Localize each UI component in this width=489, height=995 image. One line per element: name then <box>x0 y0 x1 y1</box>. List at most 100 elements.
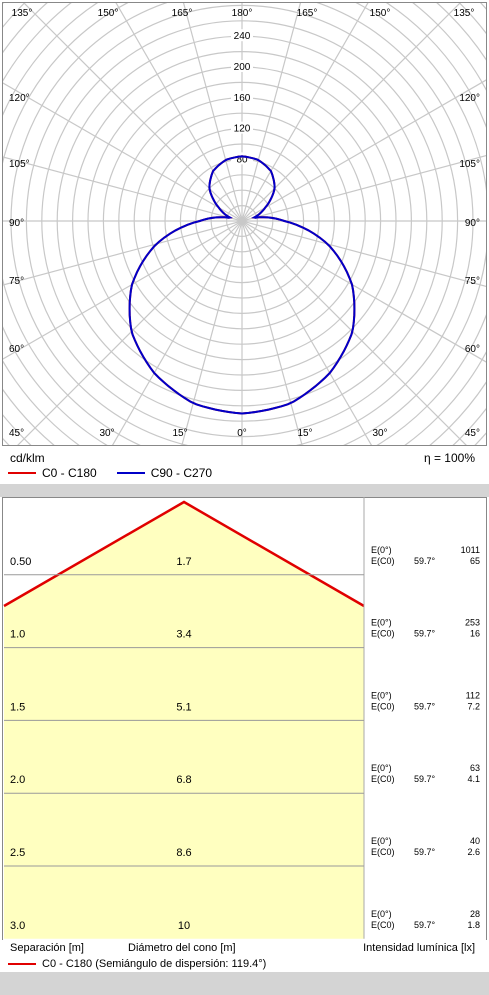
angle-label-bottom: 0° <box>237 428 247 439</box>
angle-label-bottom: 15° <box>297 428 312 439</box>
ec0-label: E(C0) <box>371 920 395 930</box>
e0-value: 40 <box>470 836 480 846</box>
angle-label-right: 90° <box>465 218 480 229</box>
cone-diagram: 0.50 1.7 E(0°) 1011 E(C0) 59.7° 65 1.0 3.4 E(0°) 2… <box>2 497 487 940</box>
angle-value: 59.7° <box>414 701 436 711</box>
col-label-diameter: Diámetro del cono [m] <box>128 942 236 954</box>
angle-label-top: 180° <box>232 8 253 19</box>
legend-swatch-cone <box>8 963 36 965</box>
grid-spoke <box>182 3 243 222</box>
e0-label: E(0°) <box>371 545 392 555</box>
e0-label: E(0°) <box>371 763 392 773</box>
radial-label: 120 <box>234 124 251 135</box>
cone-edge-line <box>3 500 365 608</box>
grid-spoke <box>241 3 302 222</box>
legend-swatch-c90 <box>116 472 145 474</box>
angle-value: 59.7° <box>414 774 436 784</box>
e0-value: 28 <box>470 909 480 919</box>
diameter-value: 3.4 <box>176 629 191 641</box>
diameter-value: 1.7 <box>176 556 191 568</box>
legend-label-c90: C90 - C270 <box>150 466 213 480</box>
angle-label-top: 150° <box>370 8 391 19</box>
angle-label-bottom: 15° <box>172 428 187 439</box>
cone-panel: 0.50 1.7 E(0°) 1011 E(C0) 59.7° 65 1.0 3.4 E(0°) 2… <box>0 497 489 969</box>
grid-spoke <box>241 220 486 288</box>
separation-value: 0.50 <box>10 556 31 568</box>
e0-value: 63 <box>470 763 480 773</box>
grid-spoke <box>3 82 243 222</box>
grid-spoke <box>115 3 243 222</box>
radial-label-bg <box>231 90 253 103</box>
angle-label-left: 45° <box>9 428 24 439</box>
radial-label-bg <box>231 29 253 42</box>
e0-value: 112 <box>466 690 480 700</box>
ec0-label: E(C0) <box>371 847 395 857</box>
polar-diagram: 80 120 160 200 240 135° 150° 165° 180° 165° 150° 13… <box>2 2 487 446</box>
ec0-value: 16 <box>470 629 480 639</box>
diameter-value: 10 <box>178 920 190 932</box>
angle-label-right: 60° <box>465 344 480 355</box>
e0-label: E(0°) <box>371 909 392 919</box>
ec0-value: 65 <box>470 556 480 566</box>
ec0-label: E(C0) <box>371 629 395 639</box>
grid-spoke <box>241 3 461 222</box>
bottom-bar <box>0 972 489 995</box>
col-label-intensity: Intensidad lumínica [lx] <box>363 942 475 954</box>
radial-label-bg <box>231 121 253 134</box>
efficiency-label: η = 100% <box>423 451 475 465</box>
units-label: cd/klm <box>10 451 45 465</box>
legend-swatch-c0 <box>8 472 36 474</box>
polar-panel: 80 120 160 200 240 135° 150° 165° 180° 165° 150° 13… <box>0 0 489 484</box>
polar-curve-c90-c270 <box>128 155 356 415</box>
angle-label-top: 135° <box>454 8 475 19</box>
ec0-label: E(C0) <box>371 701 395 711</box>
grid-spoke <box>181 220 243 445</box>
grid-spoke <box>241 220 373 445</box>
angle-value: 59.7° <box>414 556 436 566</box>
radial-label-bg <box>231 152 253 165</box>
angle-label-left: 90° <box>9 218 24 229</box>
radial-label: 80 <box>236 154 248 165</box>
legend-label-c0: C0 - C180 <box>42 466 97 480</box>
e0-label: E(0°) <box>371 836 392 846</box>
angle-value: 59.7° <box>414 847 436 857</box>
grid-spoke <box>241 79 486 222</box>
angle-label-left: 60° <box>9 344 24 355</box>
ec0-label: E(C0) <box>371 774 395 784</box>
angle-label-top: 135° <box>12 8 33 19</box>
ec0-value: 4.1 <box>467 774 480 784</box>
angle-label-left: 105° <box>9 159 30 170</box>
diameter-value: 5.1 <box>176 701 191 713</box>
grid-spoke <box>3 220 243 286</box>
angle-value: 59.7° <box>414 920 436 930</box>
radial-label: 200 <box>234 62 251 73</box>
angle-label-bottom: 30° <box>99 428 114 439</box>
grid-spoke <box>3 156 243 222</box>
grid-spoke <box>111 220 243 445</box>
polar-grid <box>3 3 486 445</box>
separation-value: 2.5 <box>10 847 25 859</box>
angle-value: 59.7° <box>414 629 436 639</box>
grid-spoke <box>17 220 243 445</box>
e0-label: E(0°) <box>371 618 392 628</box>
separation-value: 1.5 <box>10 701 25 713</box>
diameter-value: 6.8 <box>176 774 191 786</box>
grid-spoke <box>241 3 369 222</box>
angle-label-right: 45° <box>465 428 480 439</box>
ec0-value: 2.6 <box>467 847 480 857</box>
radial-label: 160 <box>234 93 251 104</box>
panel-divider <box>0 484 489 497</box>
angle-label-top: 150° <box>98 8 119 19</box>
angle-label-right: 105° <box>459 159 480 170</box>
radial-label: 240 <box>234 31 251 42</box>
grid-spoke <box>241 220 303 445</box>
ec0-value: 7.2 <box>467 701 480 711</box>
e0-value: 1011 <box>461 545 480 555</box>
e0-value: 253 <box>465 618 480 628</box>
polar-frame <box>2 2 487 446</box>
grid-spoke <box>241 220 467 445</box>
separation-value: 2.0 <box>10 774 25 786</box>
cone-legend: C0 - C180 (Semiángulo de dispersión: 119… <box>8 958 266 970</box>
separation-value: 1.0 <box>10 629 25 641</box>
radial-label-bg <box>231 60 253 72</box>
